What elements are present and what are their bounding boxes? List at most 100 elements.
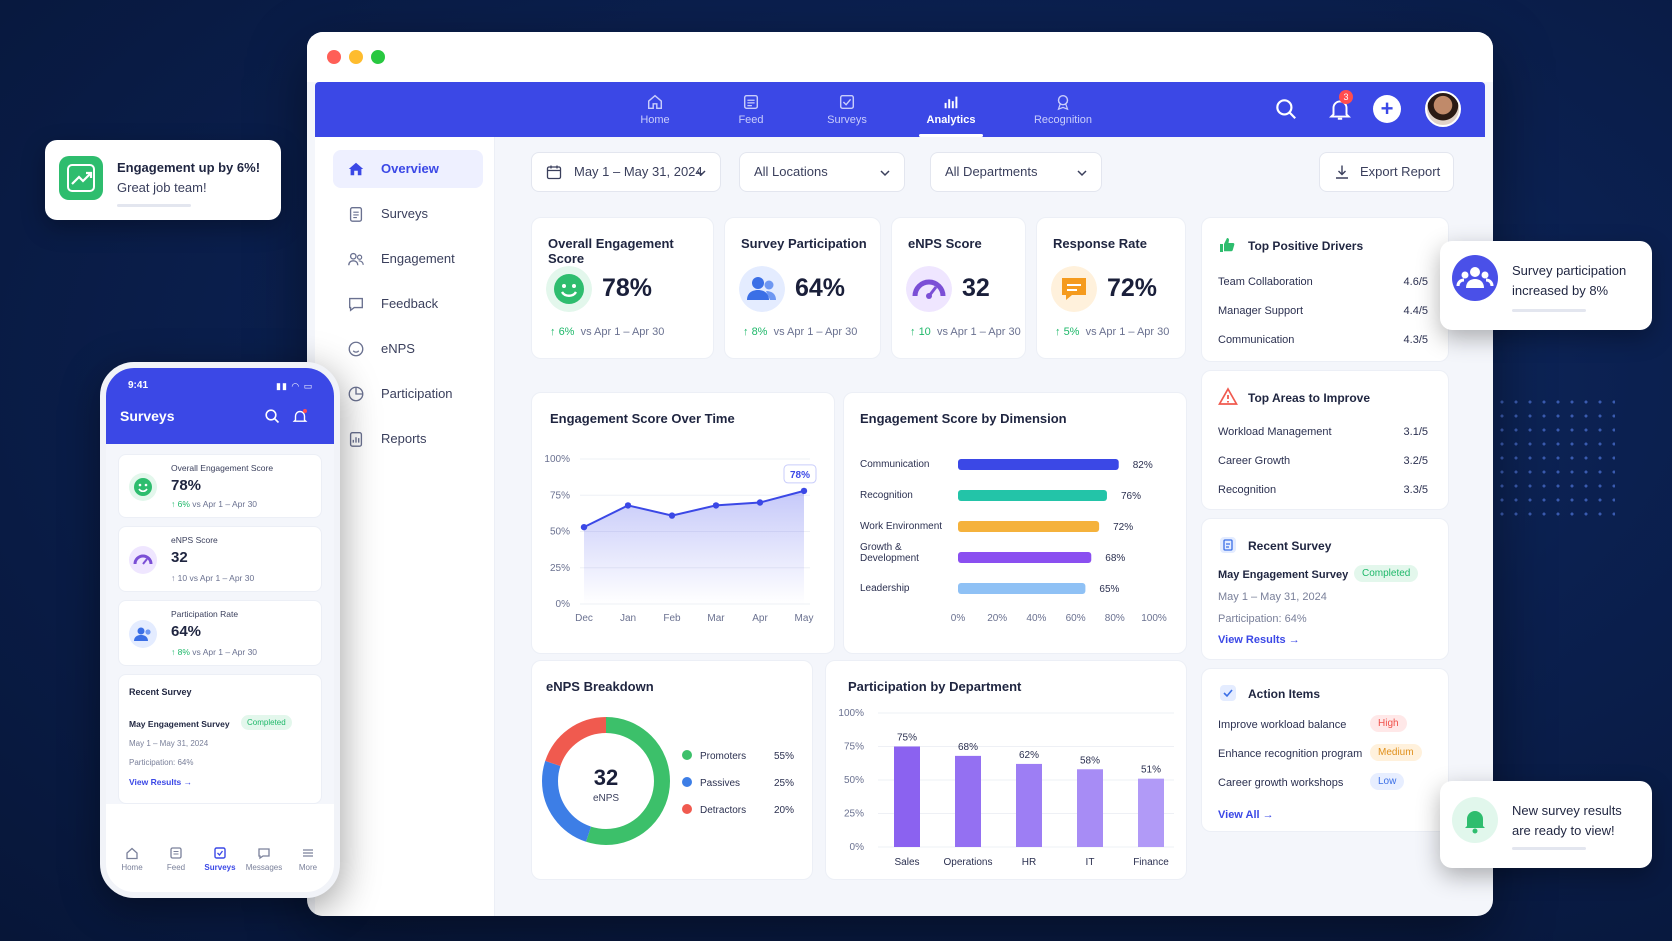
bar-value-label: 76% bbox=[1121, 491, 1141, 502]
nav-surveys[interactable]: Surveys bbox=[807, 82, 887, 137]
pie-chart-icon bbox=[348, 386, 364, 402]
tab-label: Messages bbox=[245, 863, 283, 872]
engagement-toast[interactable]: Engagement up by 6%! Great job team! bbox=[45, 140, 281, 220]
y-tick-label: 0% bbox=[850, 842, 865, 853]
bar-value-label: 68% bbox=[958, 742, 978, 753]
sidebar-item-engagement[interactable]: Engagement bbox=[333, 240, 483, 278]
close-window-button[interactable] bbox=[327, 50, 341, 64]
users-icon bbox=[1452, 255, 1498, 301]
action-item: Career growth workshops bbox=[1218, 777, 1344, 789]
delta-value: 8% bbox=[751, 326, 768, 338]
gauge-icon bbox=[129, 546, 157, 574]
nav-feed[interactable]: Feed bbox=[711, 82, 791, 137]
users-icon bbox=[739, 266, 785, 312]
department-filter[interactable]: All Departments bbox=[930, 152, 1102, 192]
smile-icon bbox=[129, 473, 157, 501]
nav-home[interactable]: Home bbox=[615, 82, 695, 137]
sidebar-item-surveys[interactable]: Surveys bbox=[333, 195, 483, 233]
mobile-kpi-card[interactable]: eNPS Score 32 ↑ 10 vs Apr 1 – Apr 30 bbox=[118, 526, 322, 592]
sidebar-item-participation[interactable]: Participation bbox=[333, 375, 483, 413]
bar-value-label: 58% bbox=[1080, 755, 1100, 766]
x-tick-label: 40% bbox=[1026, 613, 1046, 624]
survey-name: May Engagement Survey bbox=[129, 719, 230, 729]
compare-period: vs Apr 1 – Apr 30 bbox=[192, 647, 258, 657]
nav-analytics[interactable]: Analytics bbox=[911, 82, 991, 137]
mobile-kpi-card[interactable]: Participation Rate 64% ↑ 8% vs Apr 1 – A… bbox=[118, 600, 322, 666]
search-icon[interactable] bbox=[1273, 96, 1299, 122]
x-tick-label: Sales bbox=[894, 857, 919, 868]
donut-center-value: 32 bbox=[594, 765, 618, 790]
category-label: Leadership bbox=[860, 583, 910, 594]
mobile-app: 9:41 ▮▮ ◠ ▭ Surveys Overall Engagement S… bbox=[100, 362, 340, 898]
y-tick-label: 75% bbox=[550, 490, 570, 501]
bar-value-label: 75% bbox=[897, 733, 917, 744]
export-report-button[interactable]: Export Report bbox=[1319, 152, 1454, 192]
x-tick-label: 80% bbox=[1105, 613, 1125, 624]
recent-survey-card: Recent Survey May Engagement Survey Comp… bbox=[1201, 518, 1449, 660]
mobile-tab-surveys[interactable]: Surveys bbox=[200, 846, 240, 872]
kpi-card-participation: Survey Participation 64% ↑ 8% vs Apr 1 –… bbox=[724, 217, 881, 359]
mobile-tab-more[interactable]: More bbox=[288, 846, 328, 872]
nav-recognition[interactable]: Recognition bbox=[1023, 82, 1103, 137]
calendar-icon bbox=[546, 165, 562, 180]
driver-name: Communication bbox=[1218, 334, 1295, 346]
kpi-delta: ↑ 5% vs Apr 1 – Apr 30 bbox=[1055, 326, 1170, 338]
sidebar-item-label: eNPS bbox=[381, 341, 415, 356]
area-fill bbox=[584, 490, 804, 604]
maximize-window-button[interactable] bbox=[371, 50, 385, 64]
mobile-kpi-card[interactable]: Overall Engagement Score 78% ↑ 6% vs Apr… bbox=[118, 454, 322, 518]
bell-icon bbox=[1452, 797, 1498, 843]
mobile-kpi-label: eNPS Score bbox=[171, 535, 218, 545]
improve-score: 3.2/5 bbox=[1403, 455, 1428, 467]
nav-feed-label: Feed bbox=[738, 114, 764, 126]
donut-center-label: eNPS bbox=[593, 793, 619, 804]
date-range-value: May 1 – May 31, 2024 bbox=[574, 164, 703, 179]
location-filter[interactable]: All Locations bbox=[739, 152, 905, 192]
kpi-title: Overall Engagement Score bbox=[548, 236, 674, 266]
kpi-value: 32 bbox=[962, 274, 990, 302]
view-all-link[interactable]: View All → bbox=[1218, 809, 1274, 821]
add-button[interactable]: + bbox=[1373, 95, 1401, 123]
toast-text: Survey participation increased by 8% bbox=[1512, 261, 1626, 301]
delta-value: 5% bbox=[1063, 326, 1080, 338]
tab-label: Surveys bbox=[204, 863, 236, 872]
driver-row: Manager Support 4.4/5 bbox=[1218, 305, 1428, 317]
chart-title: Engagement Score Over Time bbox=[550, 411, 735, 426]
y-tick-label: 75% bbox=[844, 742, 864, 753]
view-results-link[interactable]: View Results → bbox=[1218, 634, 1300, 646]
notification-badge: 3 bbox=[1339, 90, 1353, 104]
minimize-window-button[interactable] bbox=[349, 50, 363, 64]
toast-divider bbox=[1512, 309, 1586, 312]
callout-label: 78% bbox=[790, 470, 810, 481]
mobile-tab-messages[interactable]: Messages bbox=[244, 846, 284, 872]
date-range-filter[interactable]: May 1 – May 31, 2024 bbox=[531, 152, 721, 192]
x-tick-label: Mar bbox=[707, 613, 725, 624]
legend-value: 20% bbox=[774, 805, 794, 816]
user-avatar[interactable] bbox=[1425, 91, 1461, 127]
delta-value: 6% bbox=[177, 499, 190, 509]
search-icon[interactable] bbox=[264, 408, 280, 424]
feed-icon bbox=[170, 847, 182, 859]
data-point bbox=[624, 502, 632, 509]
link-label: View All bbox=[1218, 809, 1260, 821]
x-tick-label: Dec bbox=[575, 613, 593, 624]
participation-toast[interactable]: Survey participation increased by 8% bbox=[1440, 241, 1652, 330]
location-value: All Locations bbox=[754, 164, 828, 179]
tab-label: More bbox=[298, 863, 318, 872]
y-tick-label: 50% bbox=[550, 527, 570, 538]
data-point bbox=[712, 502, 720, 509]
view-results-link[interactable]: View Results → bbox=[129, 777, 192, 787]
results-toast[interactable]: New survey results are ready to view! bbox=[1440, 781, 1652, 868]
sidebar-item-enps[interactable]: eNPS bbox=[333, 330, 483, 368]
bell-icon[interactable] bbox=[292, 408, 308, 424]
mobile-tab-home[interactable]: Home bbox=[112, 846, 152, 872]
mobile-title: Surveys bbox=[120, 408, 175, 424]
download-icon bbox=[1336, 165, 1348, 179]
sidebar-item-feedback[interactable]: Feedback bbox=[333, 285, 483, 323]
sidebar-item-label: Participation bbox=[381, 386, 453, 401]
sidebar-item-overview[interactable]: Overview bbox=[333, 150, 483, 188]
priority-badge: Low bbox=[1370, 773, 1405, 790]
card-title: Recent Survey bbox=[129, 687, 192, 697]
mobile-tab-feed[interactable]: Feed bbox=[156, 846, 196, 872]
sidebar-item-reports[interactable]: Reports bbox=[333, 420, 483, 458]
